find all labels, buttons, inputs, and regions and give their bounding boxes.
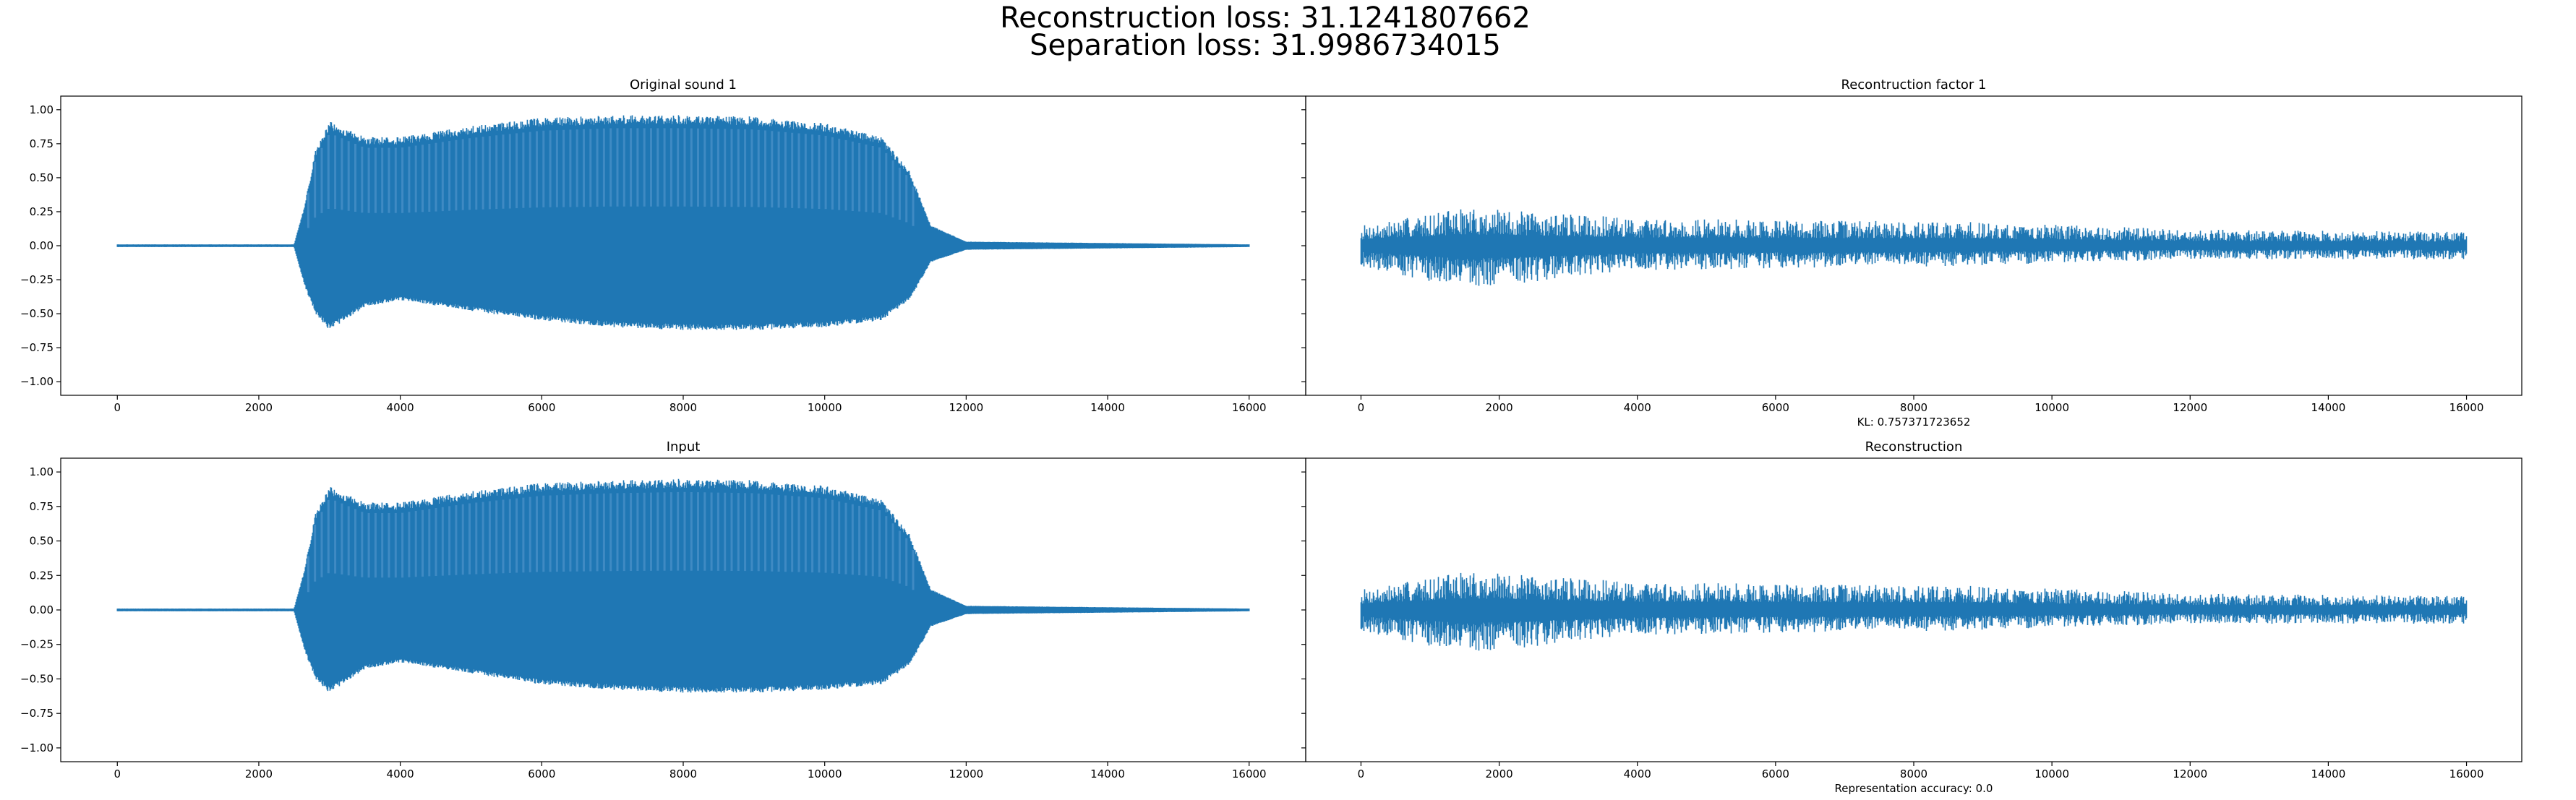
waveform-series	[116, 478, 1250, 693]
x-tick-label: 8000	[669, 401, 697, 414]
x-tick-label: 8000	[669, 767, 697, 780]
x-tick-label: 14000	[1090, 401, 1125, 414]
x-tick-label: 14000	[1090, 767, 1125, 780]
y-tick-label: 0.75	[30, 137, 54, 150]
x-tick-label: 2000	[1485, 767, 1512, 780]
y-tick-label: 0.75	[30, 500, 54, 513]
x-tick-label: 16000	[2449, 401, 2484, 414]
x-axis-label: Representation accuracy: 0.0	[1835, 782, 1993, 795]
subplot-recontruction-factor-1: Recontruction factor 1 0 2000 4000 6000 8000…	[1301, 77, 2522, 429]
x-tick-label: 10000	[2034, 401, 2069, 414]
x-tick-label: 6000	[528, 767, 555, 780]
x-tick-label: 2000	[245, 401, 273, 414]
x-tick-label: 4000	[1624, 401, 1651, 414]
plot-area	[116, 115, 1250, 330]
y-tick-label: 1.00	[30, 465, 54, 478]
y-tick-label: 0.50	[30, 535, 54, 548]
y-tick-label: −1.00	[20, 741, 54, 754]
subplot-input: Input 0 2000 4000 6000 8000 10000 12000 14000 16…	[20, 439, 1306, 780]
y-tick-label: 0.25	[30, 205, 54, 218]
x-tick-label: 14000	[2311, 767, 2346, 780]
x-tick-label: 10000	[808, 767, 842, 780]
x-tick-label: 6000	[1762, 767, 1789, 780]
y-tick-label: −0.75	[20, 707, 54, 720]
subplot-title: Recontruction factor 1	[1841, 77, 1987, 93]
waveform-highlight	[307, 491, 915, 593]
axis-ticks: 0 2000 4000 6000 8000 10000 12000 14000 16000	[1301, 109, 2484, 414]
axes-frame	[1305, 457, 2522, 762]
x-tick-label: 12000	[2173, 767, 2207, 780]
axis-ticks: 0 2000 4000 6000 8000 10000 12000 14000 16000	[1301, 471, 2484, 780]
x-tick-label: 14000	[2311, 401, 2346, 414]
waveform-series	[1360, 572, 2468, 651]
x-tick-label: 6000	[528, 401, 555, 414]
y-tick-label: 0.00	[30, 603, 54, 616]
y-tick-label: 1.00	[30, 103, 54, 116]
y-tick-label: −0.50	[20, 307, 54, 320]
x-tick-label: 4000	[1624, 767, 1651, 780]
x-axis-label: KL: 0.757371723652	[1857, 416, 1971, 429]
plot-area	[1360, 572, 2468, 651]
y-tick-label: 0.00	[30, 239, 54, 252]
x-tick-label: 12000	[949, 401, 984, 414]
x-tick-label: 12000	[949, 767, 984, 780]
x-tick-label: 12000	[2173, 401, 2207, 414]
waveform-series	[1360, 209, 2468, 286]
subplot-reconstruction: Reconstruction 0 2000 4000 6000 8000 10000 120…	[1301, 439, 2522, 795]
x-tick-label: 2000	[1485, 401, 1512, 414]
suptitle-line-1: Reconstruction loss: 31.1241807662	[1000, 1, 1531, 35]
x-tick-label: 6000	[1762, 401, 1789, 414]
axes-frame	[1305, 95, 2522, 396]
x-tick-label: 2000	[245, 767, 273, 780]
plot-area	[1360, 209, 2468, 286]
x-tick-label: 0	[1358, 767, 1365, 780]
y-tick-label: −0.75	[20, 341, 54, 354]
y-tick-label: 0.25	[30, 569, 54, 582]
x-tick-label: 16000	[1232, 767, 1267, 780]
waveform-highlight	[307, 128, 915, 228]
suptitle-line-2: Separation loss: 31.9986734015	[1030, 29, 1501, 62]
y-tick-label: −0.25	[20, 273, 54, 286]
plot-area	[116, 478, 1250, 693]
x-tick-label: 10000	[808, 401, 842, 414]
x-tick-label: 4000	[387, 401, 414, 414]
y-tick-label: −1.00	[20, 375, 54, 388]
x-tick-label: 16000	[2449, 767, 2484, 780]
axis-ticks: 0 2000 4000 6000 8000 10000 12000 14000 16000 −1.…	[20, 465, 1267, 780]
subplot-title: Reconstruction	[1865, 439, 1963, 455]
x-tick-label: 8000	[1900, 401, 1927, 414]
x-tick-label: 0	[114, 767, 121, 780]
subplot-original-sound-1: Original sound 1 0 2000 4000 6000 8000 10000 1…	[20, 77, 1306, 414]
subplot-title: Input	[667, 439, 701, 455]
y-tick-label: −0.25	[20, 638, 54, 651]
y-tick-label: −0.50	[20, 672, 54, 685]
x-tick-label: 10000	[2034, 767, 2069, 780]
subplot-title: Original sound 1	[630, 77, 737, 93]
x-tick-label: 16000	[1232, 401, 1267, 414]
x-tick-label: 0	[1358, 401, 1365, 414]
waveform-series	[116, 115, 1250, 330]
x-tick-label: 0	[114, 401, 121, 414]
x-tick-label: 4000	[387, 767, 414, 780]
axis-ticks: 0 2000 4000 6000 8000 10000 12000 14000 16000 −1.…	[20, 103, 1267, 414]
y-tick-label: 0.50	[30, 171, 54, 184]
x-tick-label: 8000	[1900, 767, 1927, 780]
